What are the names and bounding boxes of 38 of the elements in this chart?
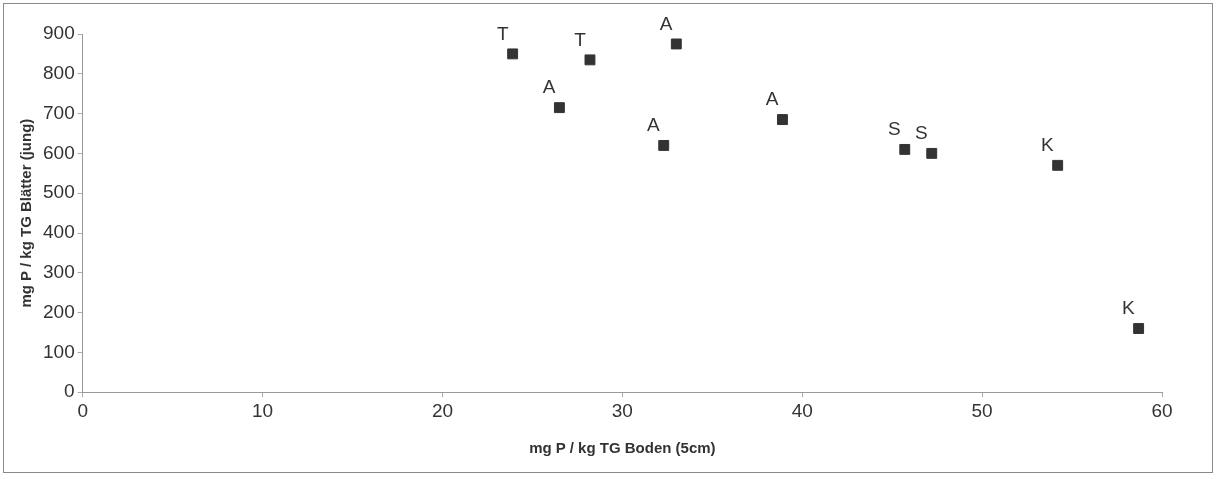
- point: [553, 102, 565, 114]
- x-axis-title: mg P / kg TG Boden (5cm): [529, 439, 716, 457]
- annotation: K: [1040, 134, 1054, 156]
- x-tick-label: 50: [971, 399, 993, 421]
- y-tick-label: 400: [43, 221, 75, 243]
- annotation: S: [915, 122, 928, 144]
- y-tick-label: 0: [64, 380, 75, 402]
- point: [507, 48, 519, 60]
- point: [670, 38, 682, 50]
- point: [899, 143, 911, 155]
- annotation: A: [542, 76, 556, 98]
- y-tick-label: 200: [43, 300, 75, 322]
- x-tick-label: 40: [791, 399, 813, 421]
- annotation: T: [574, 28, 587, 50]
- annotation: K: [1121, 297, 1135, 319]
- x-tick-label: 60: [1151, 399, 1173, 421]
- point: [1133, 323, 1145, 334]
- annotation: A: [659, 12, 673, 34]
- y-tick-label: 100: [43, 340, 75, 362]
- y-tick-label: 300: [43, 261, 75, 283]
- annotation: T: [497, 22, 510, 44]
- y-tick-label: 900: [43, 22, 75, 44]
- point: [1052, 159, 1064, 171]
- x-tick-label: 20: [431, 399, 454, 421]
- annotation: S: [888, 118, 901, 140]
- x-tick-label: 10: [252, 399, 274, 421]
- y-tick-label: 700: [43, 101, 75, 123]
- point: [926, 147, 938, 159]
- point: [777, 114, 788, 126]
- point: [584, 54, 596, 66]
- point: [658, 139, 670, 151]
- y-tick-label: 500: [43, 181, 75, 203]
- x-tick-label: 30: [611, 399, 633, 421]
- y-tick-label: 800: [43, 62, 75, 84]
- y-axis-title: mg P / kg TG Blätter (jung): [17, 118, 35, 308]
- annotation: A: [647, 114, 661, 136]
- y-tick-label: 600: [43, 141, 75, 163]
- annotation: A: [765, 88, 779, 110]
